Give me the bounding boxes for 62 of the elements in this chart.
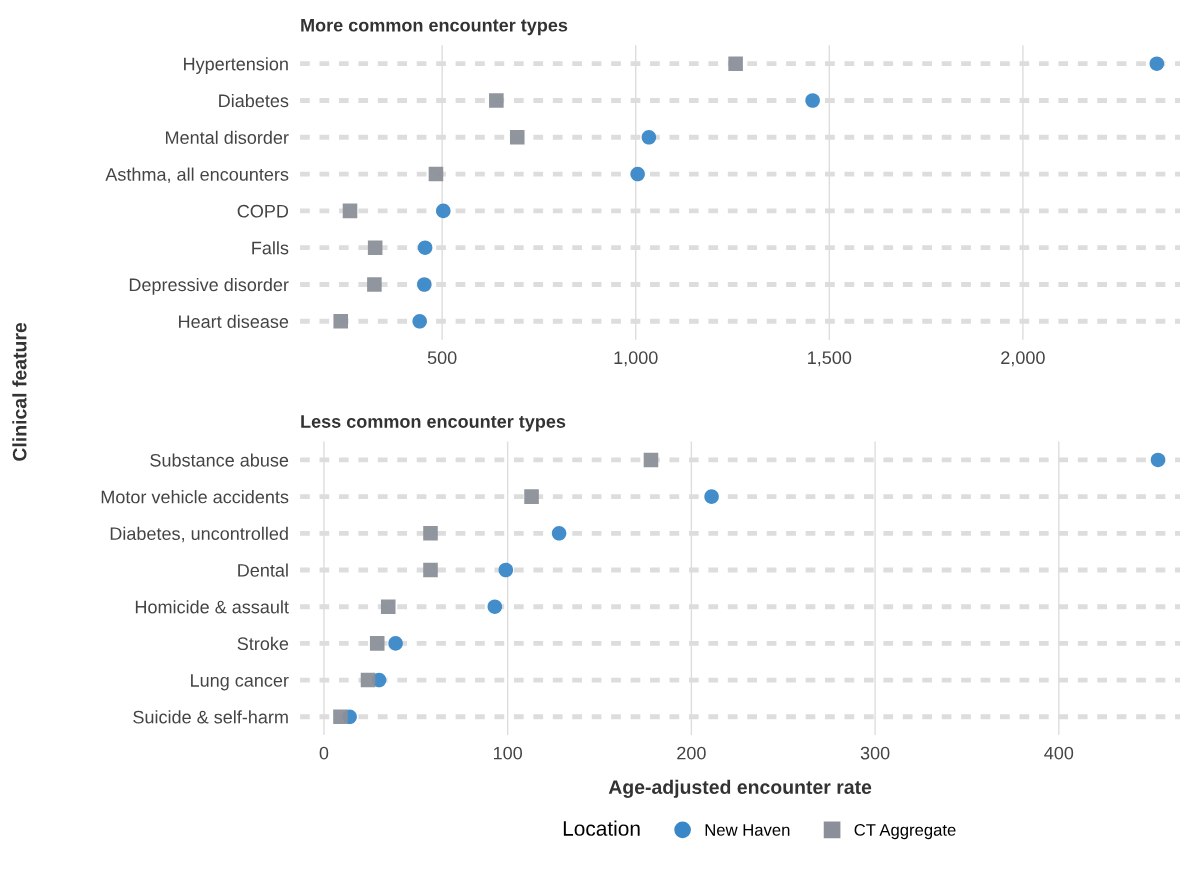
y-tick-label: Diabetes [219, 93, 289, 108]
x-axis-title: Age-adjusted encounter rate [608, 779, 872, 798]
x-tick-label: 100 [493, 746, 523, 760]
point [487, 599, 503, 614]
point [524, 489, 539, 504]
y-tick-label: Lung cancer [191, 674, 289, 691]
point [412, 314, 427, 329]
point [423, 562, 438, 578]
point [1150, 452, 1166, 468]
point [509, 130, 525, 145]
y-axis-title: Clinical feature [12, 322, 27, 461]
x-tick-label: 400 [1044, 746, 1074, 760]
y-tick-label: Suicide & self-harm [133, 710, 288, 724]
point [417, 240, 433, 255]
x-tick-label: 500 [427, 351, 457, 365]
y-tick-label: Asthma, all encounters [105, 167, 289, 183]
y-tick-label: Substance abuse [150, 453, 289, 467]
y-tick-label: Mental disorder [166, 130, 289, 145]
point [704, 489, 719, 504]
point [388, 636, 403, 651]
point [1149, 56, 1165, 71]
point [369, 636, 385, 651]
point [630, 166, 645, 182]
y-tick-label: Motor vehicle accidents [101, 490, 289, 504]
point [641, 130, 657, 145]
legend-label: New Haven [705, 824, 790, 836]
y-tick-label: Falls [252, 241, 289, 255]
point [417, 277, 432, 292]
point [333, 709, 348, 725]
point [551, 526, 567, 541]
chart-title: More common encounter types [301, 18, 568, 36]
chart-title: Less common encounter types [301, 415, 566, 432]
y-tick-label: Stroke [237, 636, 289, 651]
point [428, 166, 444, 182]
point [436, 203, 451, 219]
x-tick-label: 300 [860, 746, 890, 760]
point [367, 240, 383, 255]
x-tick-label: 1,500 [808, 351, 852, 367]
y-tick-label: COPD [237, 204, 289, 218]
y-tick-label: Hypertension [184, 57, 288, 74]
point [423, 526, 438, 541]
legend-label: CT Aggregate [854, 824, 956, 840]
point [360, 672, 376, 688]
point [489, 93, 504, 108]
point [728, 56, 743, 71]
point [643, 452, 659, 468]
point [333, 314, 348, 329]
y-tick-label: Homicide & assault [135, 600, 289, 614]
point [367, 277, 382, 292]
point [342, 203, 358, 219]
point [805, 93, 820, 108]
y-tick-label: Diabetes, uncontrolled [110, 526, 288, 543]
y-tick-label: Dental [238, 563, 288, 577]
point [498, 562, 514, 578]
x-tick-label: 1,000 [614, 351, 658, 367]
legend-title: Location [563, 820, 640, 836]
y-tick-label: Heart disease [179, 314, 289, 329]
x-tick-label: 2,000 [1001, 351, 1045, 367]
x-tick-label: 200 [677, 746, 706, 760]
y-tick-label: Depressive disorder [129, 277, 289, 295]
point [380, 599, 396, 614]
x-tick-label: 0 [319, 746, 329, 760]
